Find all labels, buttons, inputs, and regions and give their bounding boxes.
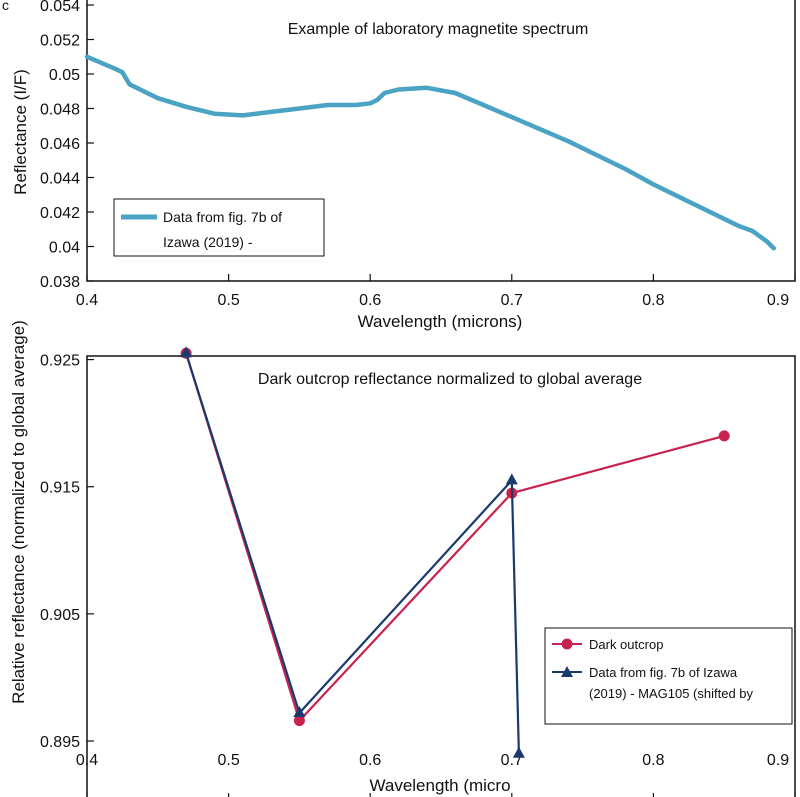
y-tick-label: 0.905 bbox=[40, 607, 80, 624]
y-tick-label: 0.038 bbox=[40, 274, 80, 291]
bottom-series bbox=[180, 346, 730, 758]
top-legend-box bbox=[113, 198, 325, 257]
legend-dark-outcrop-marker bbox=[561, 638, 573, 650]
y-tick-label: 0.052 bbox=[40, 33, 80, 50]
top-chart: c Example of laboratory magnetite spectr… bbox=[2, 0, 796, 331]
x-tick-label: 0.4 bbox=[76, 292, 98, 309]
y-tick-label: 0.054 bbox=[40, 0, 80, 15]
y-tick-label: 0.925 bbox=[40, 353, 80, 370]
y-tick-label: 0.042 bbox=[40, 205, 80, 222]
bottom-chart: Dark outcrop reflectance normalized to g… bbox=[9, 320, 796, 797]
x-tick-label: 0.7 bbox=[501, 292, 523, 309]
legend-izawa-marker bbox=[561, 666, 573, 677]
y-tick-label: 0.915 bbox=[40, 480, 80, 497]
y-tick-label: 0.044 bbox=[40, 171, 80, 188]
x-tick-label: 0.9 bbox=[767, 292, 789, 309]
x-tick-label: 0.6 bbox=[359, 292, 381, 309]
izawa-point bbox=[505, 473, 518, 485]
top-plot-frame bbox=[86, 0, 796, 282]
izawa-point bbox=[293, 706, 306, 718]
y-tick-label: 0.048 bbox=[40, 102, 80, 119]
top-y-axis-label: Reflectance (I/F) bbox=[11, 69, 30, 195]
izawa-point bbox=[180, 346, 193, 358]
x-tick-label: 0.9 bbox=[767, 752, 789, 769]
y-tick-label: 0.046 bbox=[40, 136, 80, 153]
x-tick-label: 0.5 bbox=[217, 292, 239, 309]
x-tick-label: 0.6 bbox=[359, 752, 381, 769]
x-tick-label: 0.5 bbox=[217, 752, 239, 769]
top-legend-text-line-1: Data from fig. 7b of bbox=[163, 209, 282, 225]
izawa-point bbox=[512, 746, 525, 758]
y-tick-label: 0.895 bbox=[40, 734, 80, 751]
legend-izawa-label-line-2: (2019) - MAG105 (shifted by bbox=[589, 686, 754, 701]
legend-dark-outcrop-label: Dark outcrop bbox=[589, 637, 663, 652]
y-tick-label: 0.05 bbox=[49, 67, 80, 84]
clipped-corner-char: c bbox=[2, 0, 9, 13]
y-tick-label: 0.04 bbox=[49, 240, 80, 257]
series-line-1 bbox=[84, 54, 777, 251]
x-tick-label: 0.4 bbox=[76, 752, 98, 769]
x-tick-label: 0.8 bbox=[642, 752, 664, 769]
bottom-legend-box bbox=[544, 627, 793, 725]
bottom-x-axis-label: Wavelength (micro bbox=[369, 776, 510, 795]
top-chart-title: Example of laboratory magnetite spectrum bbox=[288, 21, 589, 38]
top-series bbox=[84, 54, 777, 251]
x-tick-label: 0.8 bbox=[642, 292, 664, 309]
top-legend-text-line-2: Izawa (2019) - bbox=[163, 234, 253, 250]
dark-outcrop-point bbox=[718, 430, 730, 442]
bottom-legend: Dark outcrop Data from fig. 7b of Izawa … bbox=[544, 627, 793, 725]
series-line-2 bbox=[185, 352, 520, 755]
legend-izawa-label-line-1: Data from fig. 7b of Izawa bbox=[589, 665, 738, 680]
bottom-chart-title: Dark outcrop reflectance normalized to g… bbox=[258, 371, 642, 388]
top-ticks: 0.4 0.5 0.6 0.7 0.8 0.9 0.038 0.04 0.042 0.044 0.0… bbox=[40, 0, 796, 309]
top-legend: Data from fig. 7b of Izawa (2019) - bbox=[113, 198, 325, 257]
bottom-y-axis-label: Relative reflectance (normalized to glob… bbox=[9, 320, 28, 704]
dark-outcrop-point bbox=[293, 715, 305, 727]
series-line-1 bbox=[185, 352, 726, 722]
top-x-axis-label: Wavelength (microns) bbox=[358, 312, 523, 331]
bottom-plot-frame bbox=[86, 355, 796, 797]
